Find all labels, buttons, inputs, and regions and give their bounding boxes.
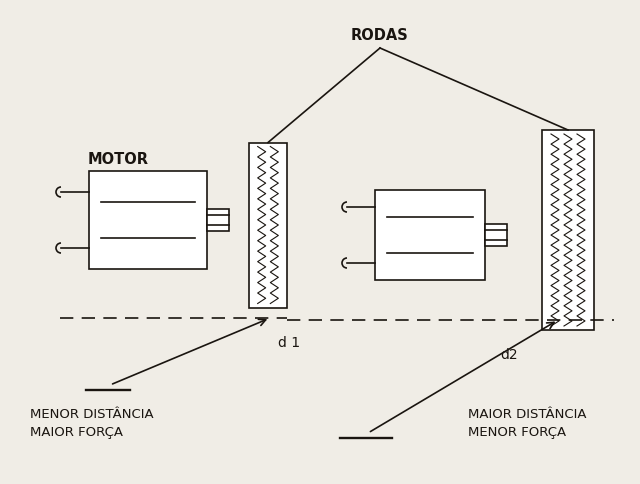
Text: MENOR FORÇA: MENOR FORÇA — [468, 426, 566, 439]
Text: MAIOR FORÇA: MAIOR FORÇA — [30, 426, 123, 439]
Text: MAIOR DISTÂNCIA: MAIOR DISTÂNCIA — [468, 408, 586, 421]
Text: d2: d2 — [500, 348, 518, 362]
Bar — [249, 142, 287, 307]
Text: RODAS: RODAS — [351, 28, 409, 43]
Text: MOTOR: MOTOR — [88, 152, 149, 167]
Bar — [542, 130, 594, 330]
Bar — [485, 224, 507, 246]
Bar — [207, 209, 229, 231]
Bar — [89, 171, 207, 269]
Text: d 1: d 1 — [278, 336, 300, 350]
Bar — [375, 190, 485, 280]
Text: MENOR DISTÂNCIA: MENOR DISTÂNCIA — [30, 408, 154, 421]
